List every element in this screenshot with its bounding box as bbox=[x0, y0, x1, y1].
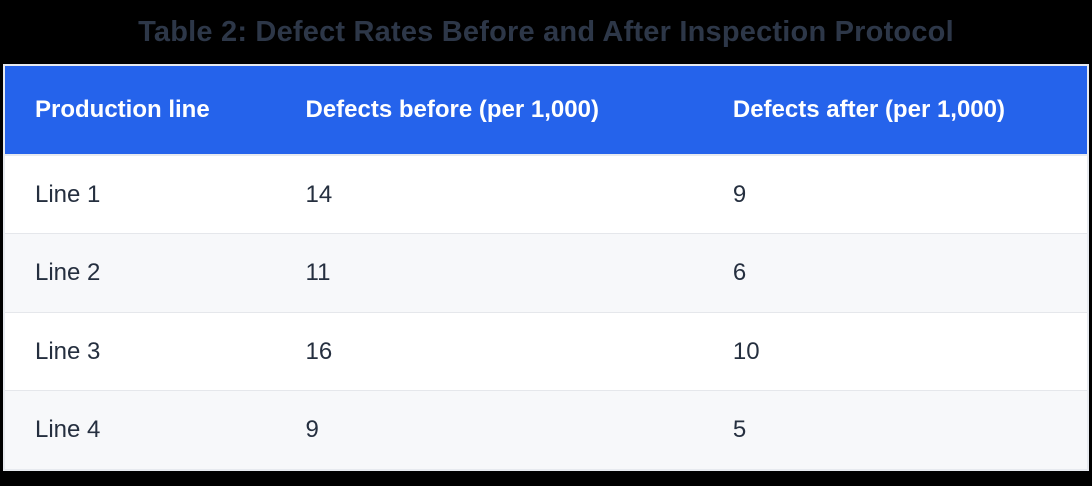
cell-production-line: Line 1 bbox=[5, 154, 276, 234]
title-bar: Table 2: Defect Rates Before and After I… bbox=[0, 0, 1092, 64]
table-row: Line 3 16 10 bbox=[5, 311, 1087, 391]
table-row: Line 1 14 9 bbox=[5, 154, 1087, 234]
cell-defects-before: 14 bbox=[275, 154, 703, 234]
column-header-production-line: Production line bbox=[5, 66, 276, 156]
cell-defects-after: 9 bbox=[702, 154, 1087, 234]
table-title: Table 2: Defect Rates Before and After I… bbox=[138, 15, 954, 48]
cell-production-line: Line 3 bbox=[5, 311, 276, 391]
defect-rates-table: Production line Defects before (per 1,00… bbox=[5, 66, 1087, 469]
header-row: Production line Defects before (per 1,00… bbox=[5, 66, 1087, 156]
table-card: Production line Defects before (per 1,00… bbox=[3, 64, 1089, 471]
cell-defects-after: 5 bbox=[702, 390, 1087, 469]
cell-defects-before: 9 bbox=[275, 390, 703, 469]
cell-defects-before: 16 bbox=[275, 311, 703, 391]
cell-defects-after: 10 bbox=[702, 311, 1087, 391]
cell-production-line: Line 4 bbox=[5, 390, 276, 469]
table-row: Line 4 9 5 bbox=[5, 390, 1087, 469]
cell-defects-after: 6 bbox=[702, 233, 1087, 313]
column-header-defects-before: Defects before (per 1,000) bbox=[275, 66, 703, 156]
column-header-defects-after: Defects after (per 1,000) bbox=[702, 66, 1087, 156]
cell-production-line: Line 2 bbox=[5, 233, 276, 313]
cell-defects-before: 11 bbox=[275, 233, 703, 313]
table-row: Line 2 11 6 bbox=[5, 233, 1087, 313]
